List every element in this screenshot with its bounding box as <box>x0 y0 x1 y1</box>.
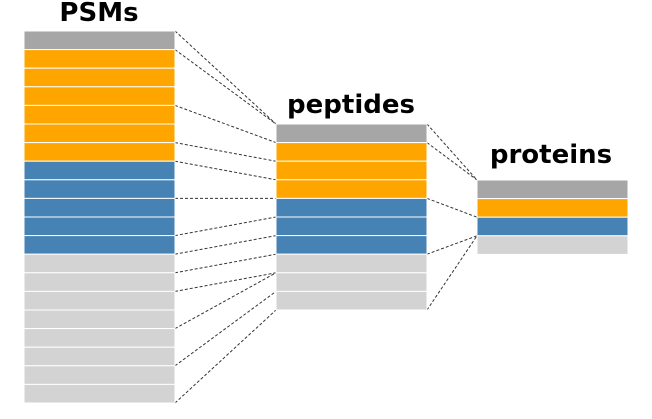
peptide-row-gray <box>275 123 428 144</box>
connector-line <box>174 235 277 255</box>
psm-row-blue <box>23 216 176 237</box>
psm-row-orange <box>23 67 176 88</box>
psm-row-blue <box>23 197 176 218</box>
psm-row-orange <box>23 104 176 125</box>
psms-title: PSMs <box>59 0 139 28</box>
protein-row-gray <box>476 179 629 200</box>
peptides-title: peptides <box>287 90 415 120</box>
psm-row-lightgray <box>23 328 176 348</box>
peptide-row-lightgray <box>275 253 428 274</box>
peptide-row-orange <box>275 160 428 181</box>
connector-line <box>426 235 478 311</box>
psm-row-lightgray <box>23 383 176 404</box>
peptide-row-lightgray <box>275 272 428 292</box>
connector-line <box>426 197 478 218</box>
protein-row-blue <box>476 216 629 237</box>
psm-row-gray <box>23 30 176 51</box>
proteins-title: proteins <box>489 140 613 170</box>
connector-line <box>426 142 478 181</box>
peptide-row-blue <box>275 216 428 237</box>
connector-line <box>174 49 277 125</box>
protein-row-lightgray <box>476 235 629 255</box>
connector-line <box>174 160 277 181</box>
psm-row-lightgray <box>23 365 176 385</box>
psm-row-orange <box>23 49 176 69</box>
psm-row-lightgray <box>23 309 176 330</box>
psm-row-blue <box>23 160 176 181</box>
psm-row-orange <box>23 86 176 106</box>
psm-row-blue <box>23 179 176 199</box>
connector-line <box>174 142 277 162</box>
connector-line <box>174 216 277 237</box>
psm-row-orange <box>23 123 176 144</box>
connector-line <box>174 272 277 330</box>
protein-row-orange <box>476 198 629 218</box>
connector-line <box>174 104 277 144</box>
psm-row-orange <box>23 142 176 162</box>
connector-line <box>174 309 277 404</box>
peptide-row-lightgray <box>275 290 428 311</box>
psm-row-lightgray <box>23 253 176 274</box>
peptide-row-blue <box>275 197 428 218</box>
connector-line <box>426 235 478 255</box>
peptide-row-blue <box>275 235 428 255</box>
connector-line <box>174 253 277 274</box>
peptide-row-orange <box>275 142 428 162</box>
psm-row-blue <box>23 235 176 255</box>
connector-line <box>426 123 478 181</box>
peptide-row-orange <box>275 179 428 199</box>
psm-row-lightgray <box>23 290 176 311</box>
connector-line <box>174 272 277 292</box>
psm-row-lightgray <box>23 346 176 367</box>
psm-row-lightgray <box>23 272 176 292</box>
connector-line <box>174 30 277 125</box>
connector-line <box>174 290 277 367</box>
